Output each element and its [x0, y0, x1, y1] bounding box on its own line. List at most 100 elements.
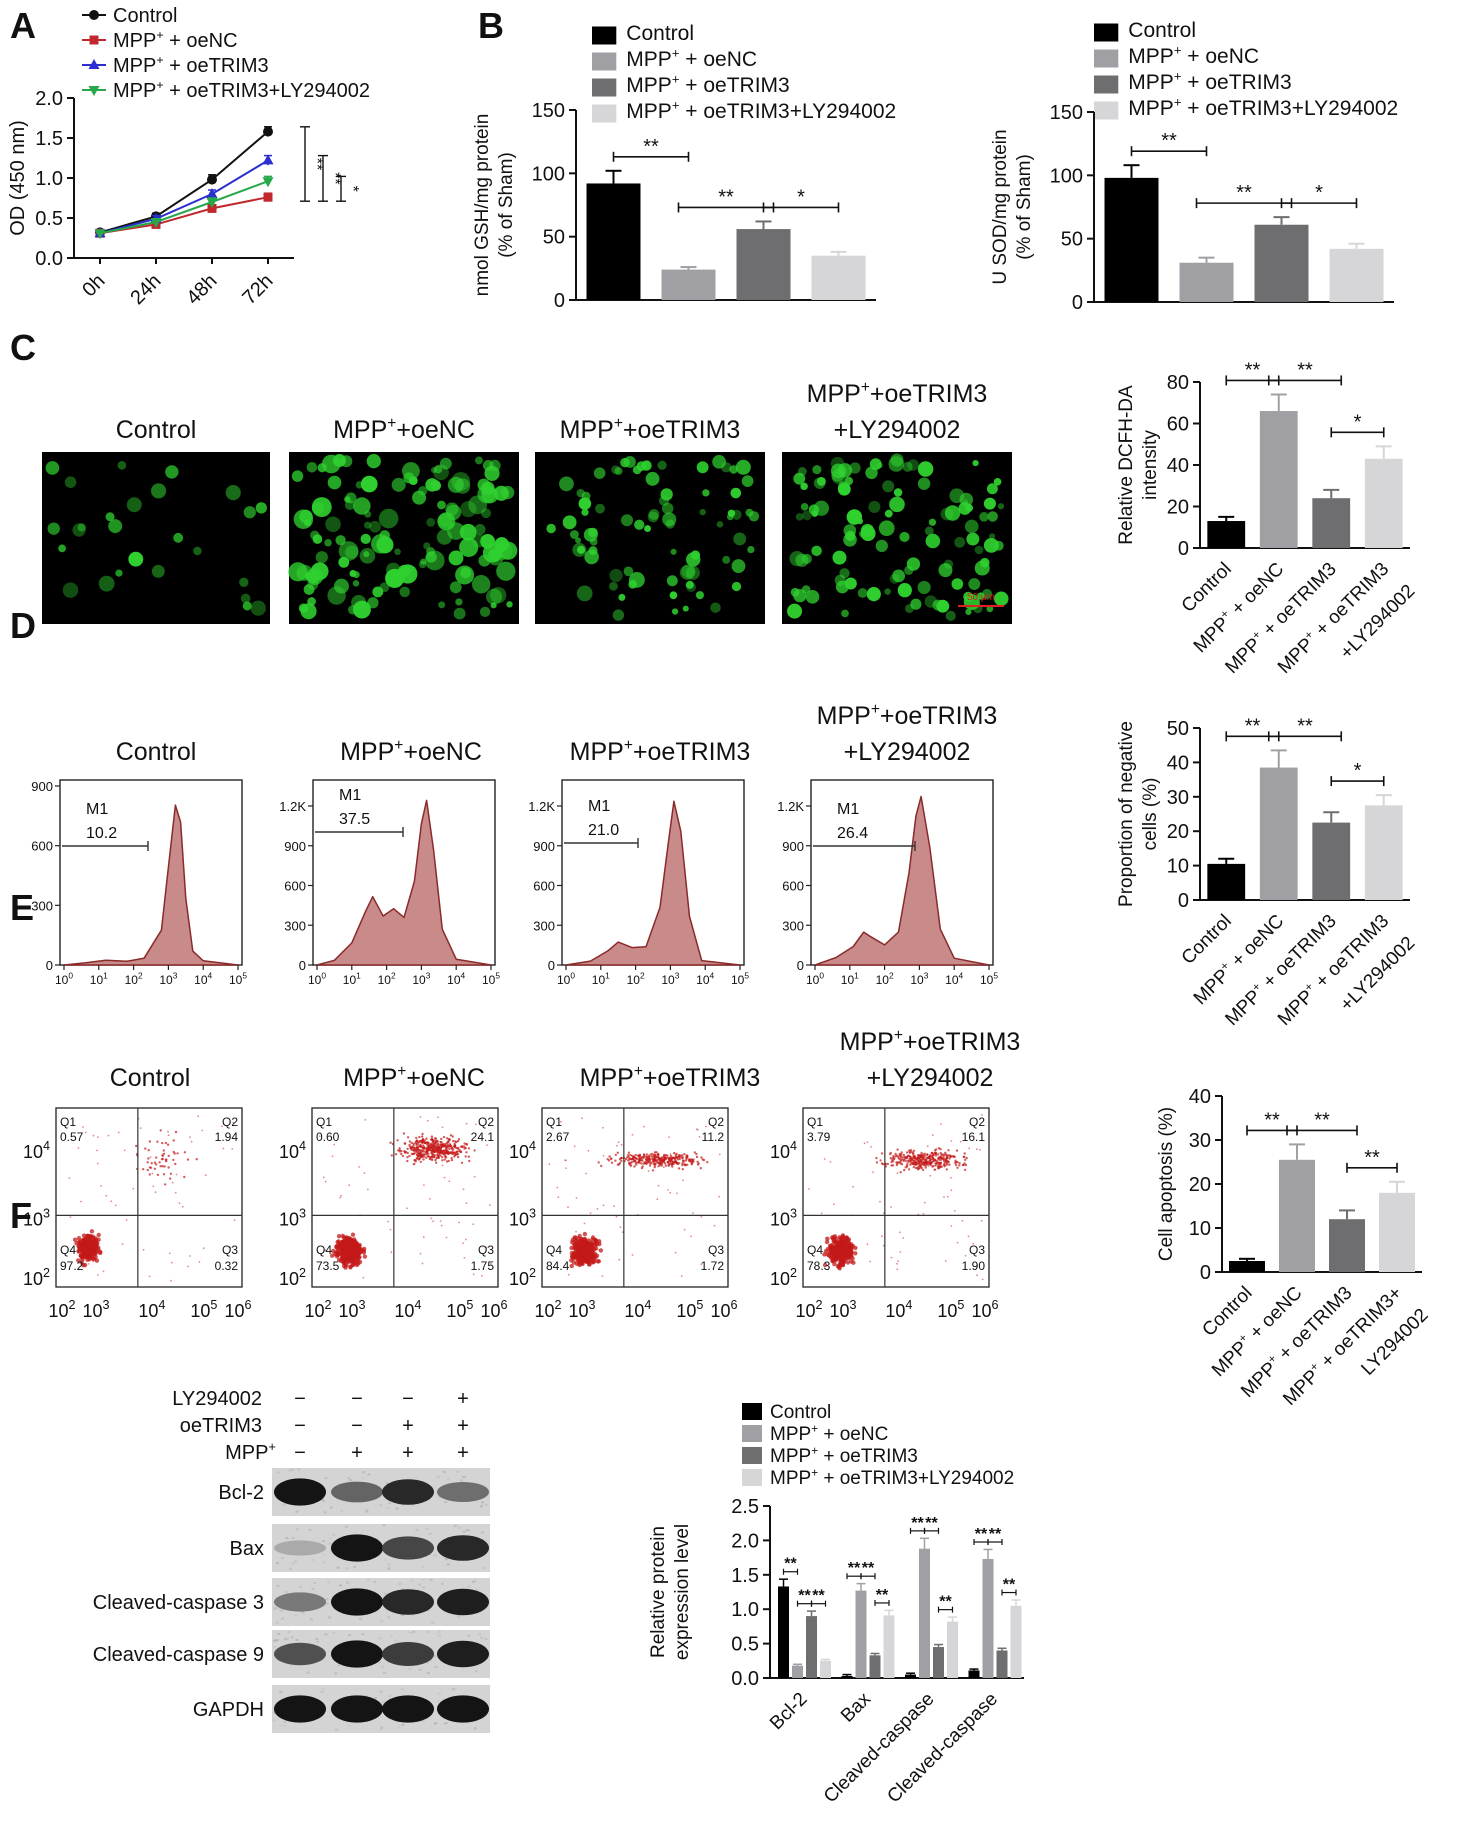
- blot-noise: [274, 1639, 278, 1642]
- scale-bar-label: 50 μm: [967, 592, 995, 603]
- power-exponent: 2: [391, 971, 396, 981]
- image-title: MPP++oeTRIM3: [840, 1027, 1021, 1056]
- dot: [936, 1165, 940, 1168]
- dot: [942, 1153, 945, 1156]
- dot: [613, 1205, 615, 1208]
- dot: [548, 1163, 551, 1166]
- power-exponent: 4: [529, 1139, 536, 1153]
- power-base: 10: [229, 973, 243, 987]
- cell: [856, 518, 864, 525]
- cell: [620, 457, 630, 468]
- dot: [189, 1255, 191, 1257]
- dot: [912, 1160, 915, 1163]
- dot: [931, 1156, 934, 1159]
- dot: [677, 1167, 681, 1170]
- y-tick-label: 300: [31, 898, 53, 913]
- y-tick-label: 0: [1200, 1262, 1211, 1284]
- dot: [967, 1235, 970, 1238]
- dot: [148, 1275, 151, 1278]
- power-base: 10: [394, 1301, 414, 1321]
- dot: [341, 1235, 347, 1240]
- dot: [430, 1217, 433, 1220]
- cell: [940, 507, 954, 521]
- superscript-plus: +: [672, 72, 680, 87]
- dot: [934, 1158, 937, 1162]
- dot: [441, 1144, 445, 1147]
- y-tick-label: 0: [797, 958, 804, 973]
- image-title: MPP++oeNC: [340, 737, 482, 766]
- cell: [979, 512, 989, 522]
- blot-noise: [328, 1537, 332, 1540]
- dot: [938, 1165, 942, 1169]
- blot-noise: [272, 1639, 276, 1642]
- power-base: 10: [624, 1301, 644, 1321]
- quadrant-name: Q1: [316, 1115, 332, 1129]
- cell: [317, 463, 327, 473]
- cell: [657, 460, 667, 470]
- group-suffix: +oeTRIM3: [623, 416, 740, 444]
- dot: [823, 1249, 829, 1254]
- dot: [402, 1132, 406, 1135]
- bar: [1329, 248, 1384, 302]
- bar: [1259, 411, 1298, 548]
- power-base: 10: [190, 1301, 210, 1321]
- dot: [448, 1147, 451, 1151]
- cell: [945, 610, 956, 621]
- mpp-text: MPP: [770, 1446, 811, 1467]
- y-axis-label-2: (% of Sham): [496, 152, 517, 258]
- cell: [910, 598, 922, 610]
- dot: [114, 1204, 117, 1207]
- blot-noise: [444, 1501, 448, 1504]
- blot-noise: [295, 1528, 299, 1531]
- dot: [170, 1279, 172, 1282]
- dot: [413, 1162, 416, 1165]
- dot: [433, 1145, 436, 1148]
- cell: [105, 512, 115, 522]
- bar: [919, 1548, 930, 1678]
- cell: [972, 459, 979, 467]
- group-suffix: +oeNC: [403, 738, 482, 766]
- y-tick-label: 300: [284, 918, 306, 933]
- dot: [615, 1215, 618, 1218]
- cell: [884, 509, 893, 518]
- fluorescence-image: [535, 452, 765, 624]
- scatter-frame: [802, 1107, 990, 1288]
- dot: [890, 1256, 893, 1259]
- power-exponent: 4: [959, 971, 964, 981]
- power-exponent: 4: [461, 971, 466, 981]
- dot: [647, 1170, 650, 1172]
- power-base: 10: [125, 973, 139, 987]
- cell: [812, 465, 822, 475]
- dot: [923, 1154, 927, 1158]
- cell: [699, 508, 706, 516]
- blot-noise: [401, 1724, 405, 1726]
- sig-marker: **: [848, 1560, 861, 1577]
- blot-noise: [398, 1583, 402, 1586]
- blot-noise: [276, 1639, 280, 1641]
- dot: [853, 1251, 858, 1256]
- cell: [298, 603, 309, 614]
- dot: [950, 1189, 953, 1192]
- band-label: Bax: [230, 1538, 264, 1560]
- legend-swatch: [1094, 49, 1119, 68]
- mpp-text: MPP: [113, 30, 156, 52]
- band-label: Bcl-2: [218, 1482, 264, 1504]
- dot: [889, 1157, 892, 1160]
- blot-noise: [281, 1557, 284, 1559]
- dot: [96, 1149, 98, 1152]
- blot-noise: [365, 1509, 369, 1512]
- cell: [965, 608, 972, 616]
- blot-noise: [374, 1697, 377, 1699]
- cell: [981, 588, 993, 600]
- dot: [355, 1244, 360, 1249]
- dot: [849, 1249, 854, 1255]
- blot-noise: [327, 1581, 331, 1584]
- dot: [620, 1156, 623, 1160]
- x-tick-label: Bcl-2: [766, 1689, 811, 1734]
- power-exponent: 0: [68, 971, 73, 981]
- group-suffix: +oeTRIM3: [633, 738, 750, 766]
- power-exponent: 3: [359, 1298, 366, 1312]
